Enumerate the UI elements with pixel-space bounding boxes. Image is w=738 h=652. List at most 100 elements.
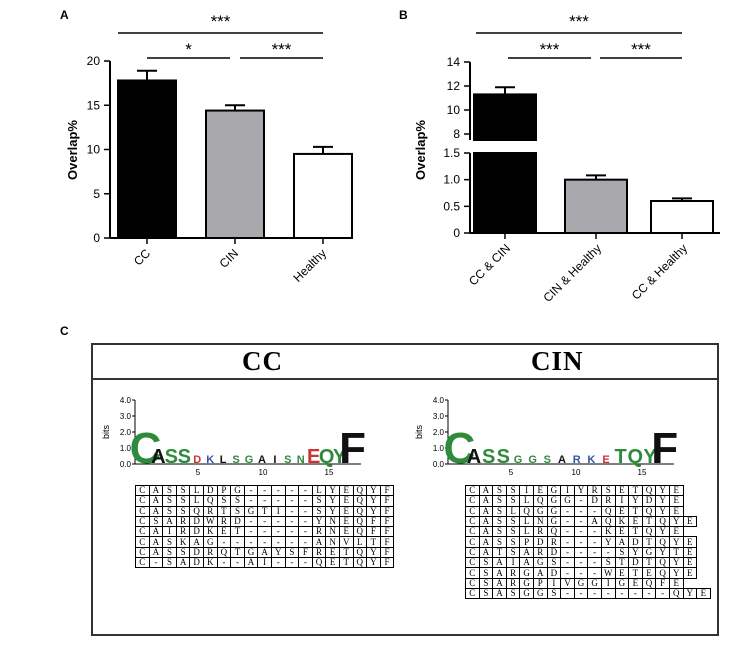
sequence-logo-panel: CC CIN 0.0 1.0 2.0 3.0 4.0 bits 5 10 15 C A S S D K L S G… [91,343,719,636]
sequence-cell: T [492,546,507,559]
sequence-cell: - [587,546,602,559]
sequence-cell: T [628,526,643,538]
sequence-cell: E [682,546,698,559]
sequence-cell: S [505,587,521,600]
sequence-cell: E [338,495,354,507]
sequence-cell: T [338,557,354,569]
sequence-cell: T [641,536,657,548]
bar-cin [205,109,265,239]
sequence-cell: S [492,526,507,538]
sequence-cell: - [216,557,232,569]
logo-letter: A [558,454,566,466]
logo-y-tick-label: 2.0 [120,428,132,437]
sequence-cell: D [641,495,657,507]
logo-letter: G [528,454,537,466]
sequence-cell: S [505,495,521,507]
sequence-cell: K [175,536,191,548]
sequence-cell: R [311,526,327,538]
logo-letter: K [206,454,214,466]
sequence-cell: S [478,557,494,569]
y-tick-label: 0.5 [443,199,460,213]
sequence-cell: C [135,526,150,538]
significance-label: *** [272,40,292,59]
sequence-cell: F [379,484,395,497]
sequence-cell: - [284,495,300,507]
sequence-cell: L [311,484,327,497]
sequence-cell: E [614,505,630,517]
logo-letter: N [297,454,305,466]
sequence-cell: - [270,484,286,497]
sequence-cell: F [379,515,395,528]
sequence-cell: G [519,587,534,600]
sequence-cell: Q [352,526,368,538]
sequence-cell: A [148,536,164,548]
logo-letter: S [284,454,291,466]
significance-label: *** [631,40,651,59]
sequence-cell: D [189,546,204,559]
sequence-cell: G [532,557,548,569]
sequence-cell: - [284,526,300,538]
sequence-cell: T [641,557,657,569]
sequence-cell: T [366,536,381,548]
sequence-cell: Y [655,505,670,517]
sequence-cell: D [532,536,548,548]
sequence-cell: Q [352,505,368,517]
sequence-cell: Q [600,505,616,517]
sequence-cell: S [162,505,177,517]
sequence-cell: G [519,577,534,589]
sequence-cell: - [230,536,245,548]
sequence-cell: A [148,505,164,517]
sequence-cell: - [270,515,286,528]
sequence-cell: F [366,526,381,538]
sequence-cell: - [587,567,602,579]
sequence-cell: D [202,484,218,497]
sequence-cell: G [587,577,602,589]
sequence-cell: Y [628,546,643,559]
sequence-cell: S [148,515,164,528]
sequence-cell: - [298,505,313,517]
logo-letter: I [273,454,276,466]
sequence-cell: Q [641,526,657,538]
sequence-cell: E [338,484,354,497]
logo-letter: G [514,454,523,466]
sequence-cell: T [257,505,272,517]
sequence-cell: F [379,557,395,569]
logo-letter: Q [319,446,335,468]
sequence-cell: - [284,484,300,497]
sequence-cell: - [243,536,259,548]
sequence-cell: I [505,557,521,569]
sequence-cell: - [284,536,300,548]
sequence-cell: G [532,505,548,517]
logo-y-axis-label: bits [414,425,424,440]
sequence-cell: A [587,515,602,528]
logo-letter: C [443,424,475,473]
sequence-cell: Q [352,557,368,569]
sequence-cell: S [505,546,521,559]
sequence-cell: Q [641,505,657,517]
sequence-cell: - [270,526,286,538]
logo-letter: D [193,454,201,466]
sequence-cell: Q [202,495,218,507]
sequence-cell: S [230,495,245,507]
significance-label: *** [211,12,231,31]
sequence-cell: R [175,526,191,538]
sequence-cell: S [175,546,191,559]
sequence-cell: I [257,557,272,569]
logo-y-tick-label: 3.0 [120,412,132,421]
sequence-cell: C [465,526,480,538]
sequence-cell: S [216,495,232,507]
sequence-cell: - [587,526,602,538]
logo-y-tick-label: 4.0 [433,396,445,405]
sequence-cell: Q [655,557,670,569]
y-axis-title: Overlap% [65,120,80,180]
sequence-cell: C [465,557,480,569]
logo-letter: G [245,454,254,466]
sequence-cell: I [546,577,562,589]
sequence-cell: A [519,557,534,569]
